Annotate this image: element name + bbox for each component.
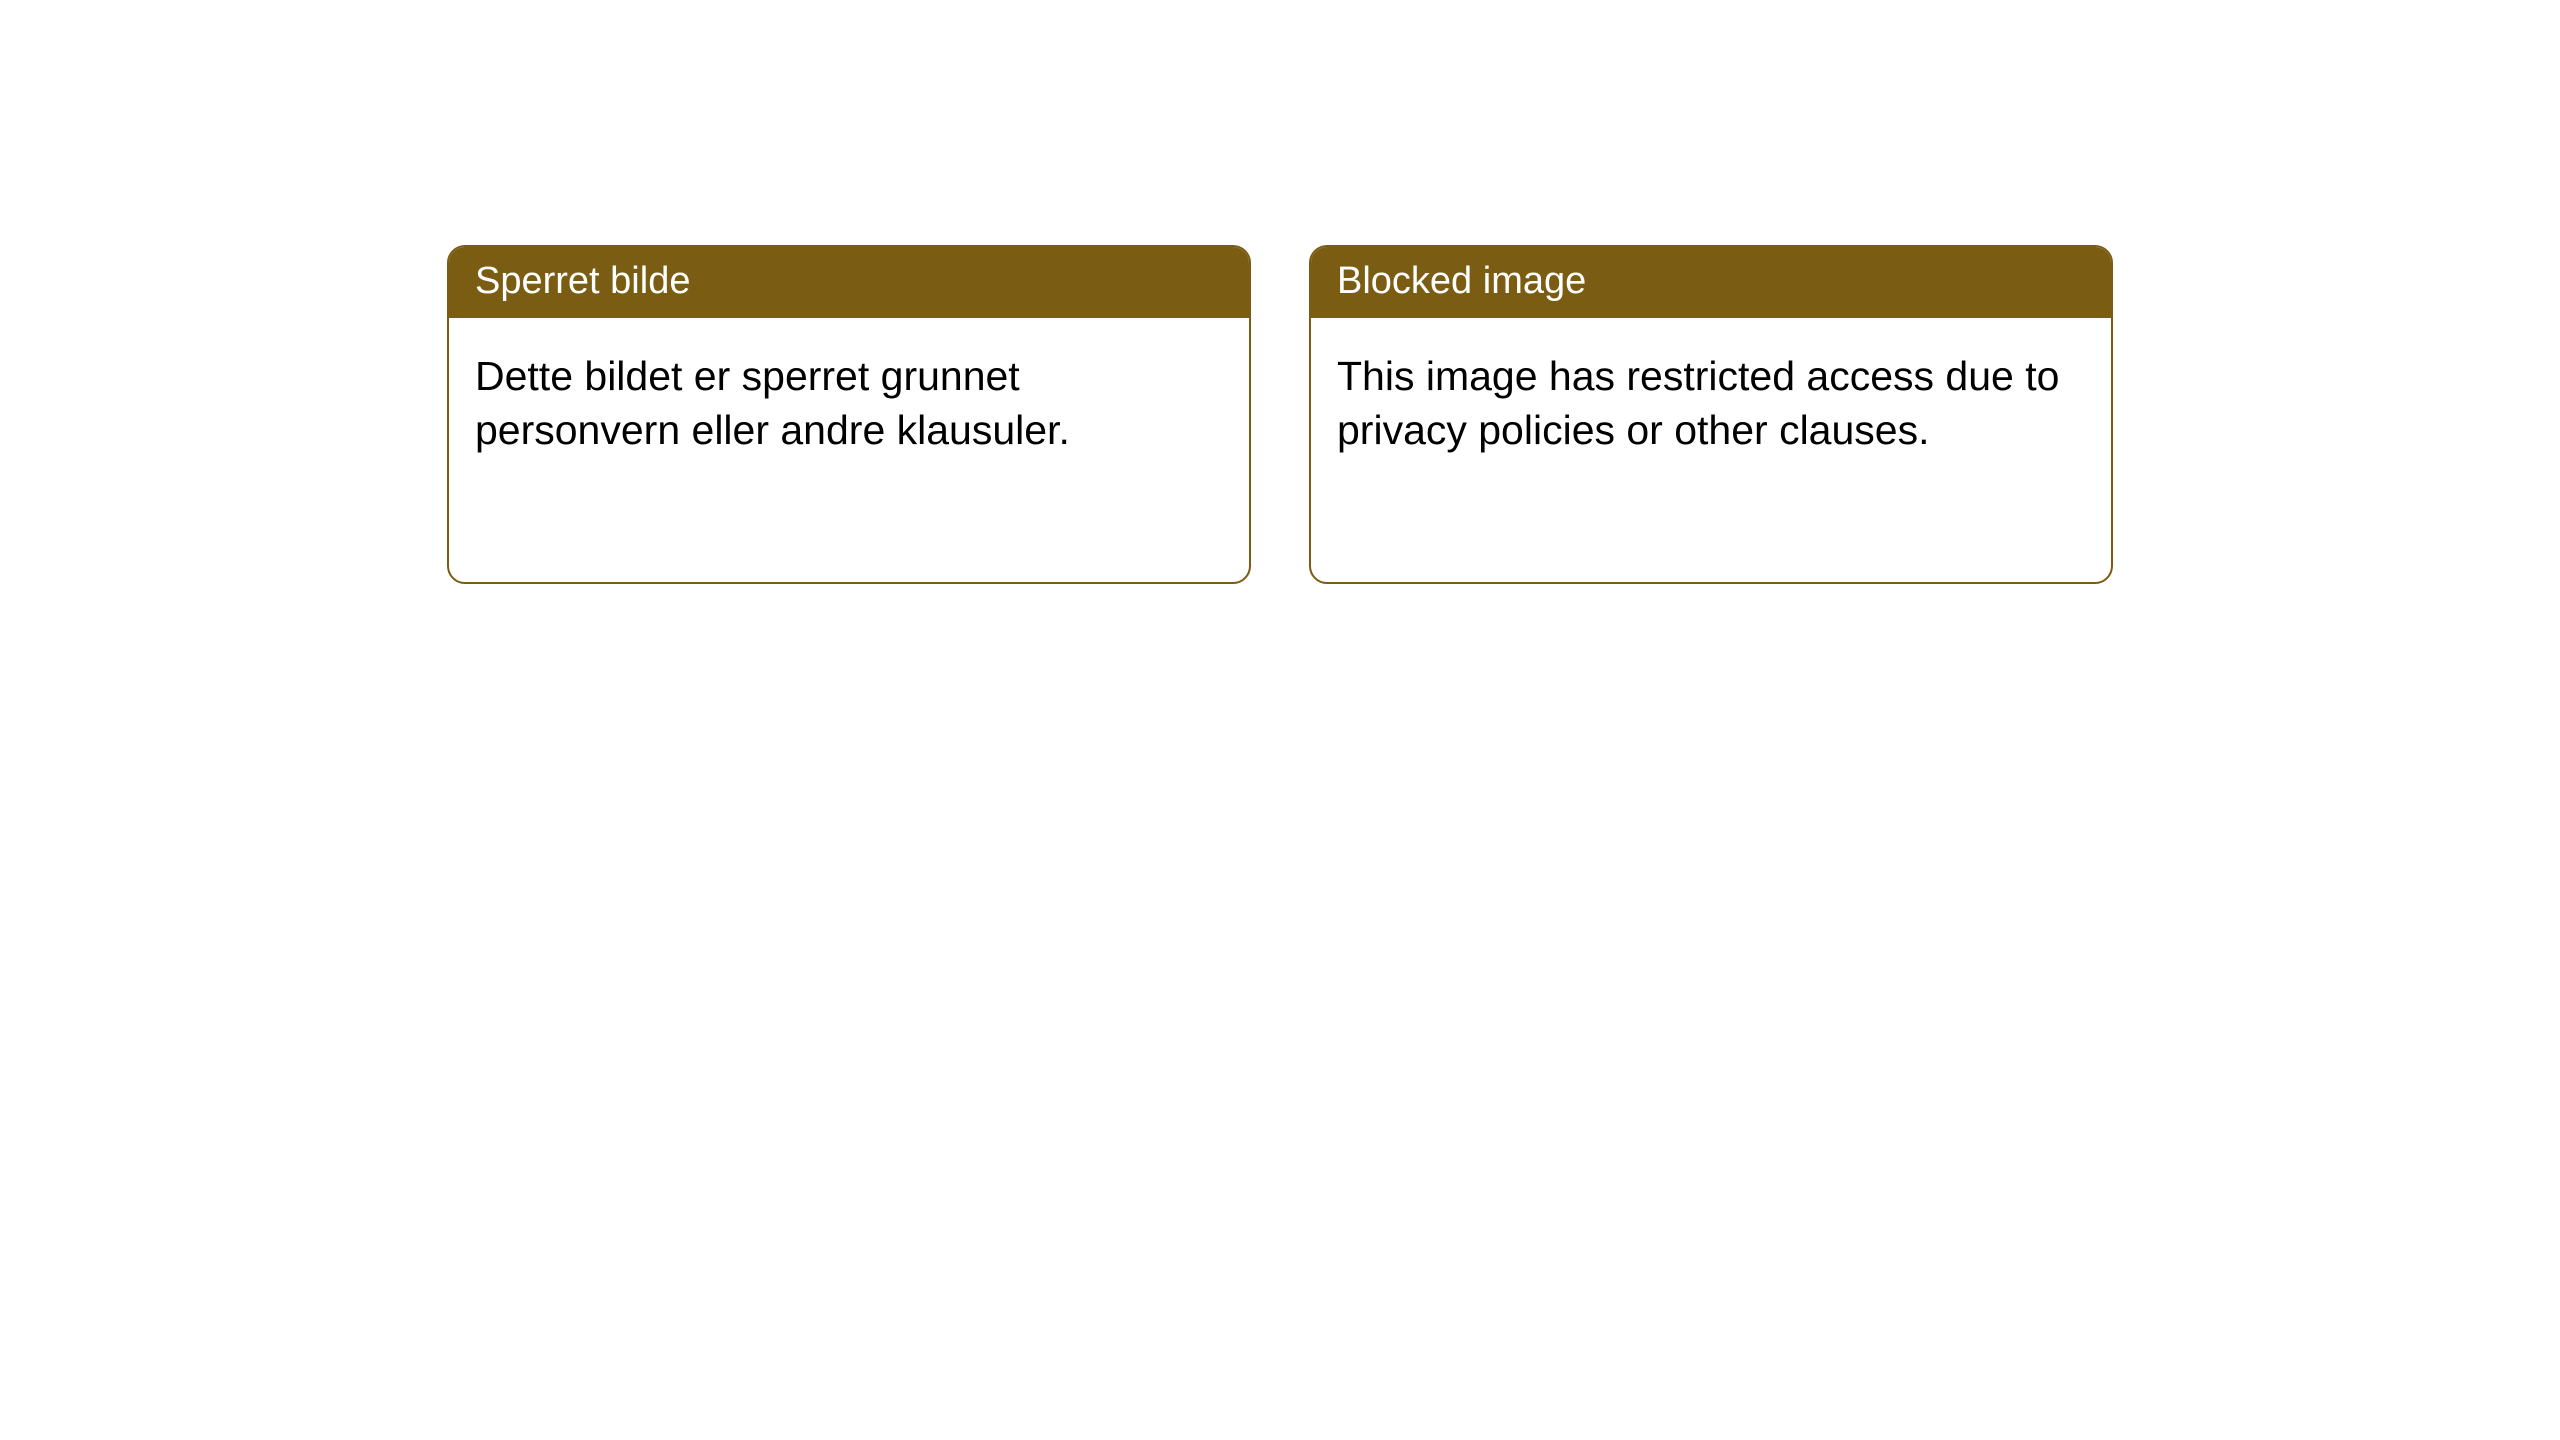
notice-card-english: Blocked image This image has restricted … [1309, 245, 2113, 584]
notice-body: Dette bildet er sperret grunnet personve… [449, 318, 1249, 489]
notice-container: Sperret bilde Dette bildet er sperret gr… [0, 245, 2560, 584]
notice-body: This image has restricted access due to … [1311, 318, 2111, 489]
notice-title: Blocked image [1311, 247, 2111, 318]
notice-title: Sperret bilde [449, 247, 1249, 318]
notice-card-norwegian: Sperret bilde Dette bildet er sperret gr… [447, 245, 1251, 584]
